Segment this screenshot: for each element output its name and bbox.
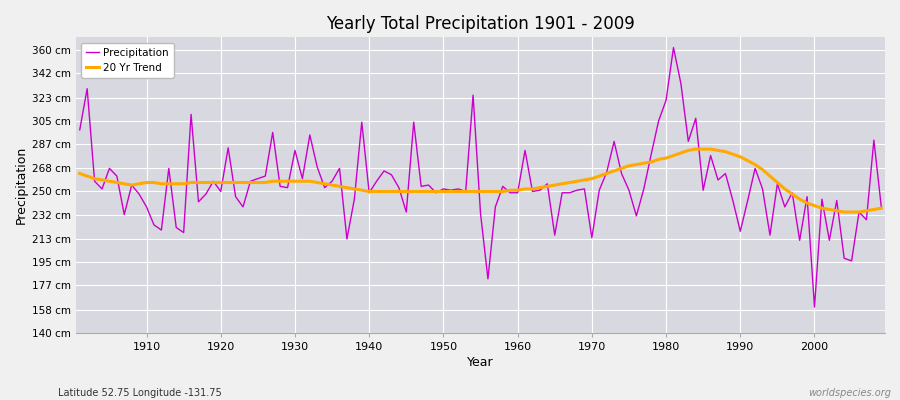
Precipitation (134, 192, 145, 196)
20 Yr Trend (839, 210, 850, 214)
20 Yr Trend (876, 206, 886, 210)
20 Yr Trend (134, 181, 145, 186)
Precipitation (505, 190, 516, 195)
Legend: Precipitation, 20 Yr Trend: Precipitation, 20 Yr Trend (81, 42, 174, 78)
20 Yr Trend (341, 185, 352, 190)
Precipitation (601, 170, 612, 175)
20 Yr Trend (690, 147, 701, 152)
Precipitation (75, 128, 86, 132)
Text: worldspecies.org: worldspecies.org (808, 388, 891, 398)
20 Yr Trend (601, 171, 612, 176)
Precipitation (341, 237, 352, 242)
20 Yr Trend (505, 188, 516, 193)
Precipitation (668, 45, 679, 50)
Precipitation (809, 305, 820, 310)
20 Yr Trend (512, 188, 523, 193)
Precipitation (876, 204, 886, 209)
20 Yr Trend (75, 171, 86, 176)
20 Yr Trend (297, 179, 308, 184)
X-axis label: Year: Year (467, 356, 494, 369)
Y-axis label: Precipitation: Precipitation (15, 146, 28, 224)
Line: 20 Yr Trend: 20 Yr Trend (80, 149, 881, 212)
Line: Precipitation: Precipitation (80, 48, 881, 307)
Precipitation (512, 190, 523, 195)
Precipitation (297, 176, 308, 181)
Text: Latitude 52.75 Longitude -131.75: Latitude 52.75 Longitude -131.75 (58, 388, 222, 398)
Title: Yearly Total Precipitation 1901 - 2009: Yearly Total Precipitation 1901 - 2009 (326, 15, 634, 33)
